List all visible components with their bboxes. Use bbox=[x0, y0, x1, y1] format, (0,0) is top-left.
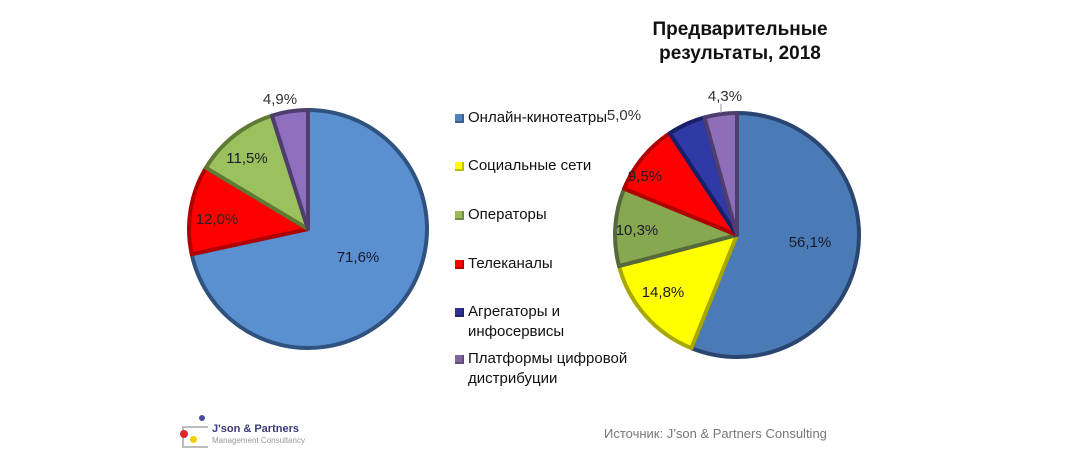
logo-red-dot-icon bbox=[180, 430, 188, 438]
legend-swatch-icon bbox=[455, 260, 464, 269]
legend-item-tv-channels: Телеканалы bbox=[455, 254, 553, 274]
legend-swatch-icon bbox=[455, 114, 464, 123]
slice-label: 10,3% bbox=[616, 222, 659, 239]
pie-slice bbox=[269, 108, 310, 231]
pie-slice bbox=[617, 233, 739, 351]
company-logo: J'son & Partners Management Consultancy bbox=[176, 414, 376, 450]
source-note: Источник: J’son & Partners Consulting bbox=[604, 426, 827, 441]
slice-label: 9,5% bbox=[628, 168, 662, 185]
pie-slice bbox=[203, 113, 310, 231]
slice-label: 71,6% bbox=[337, 249, 380, 266]
pie-slice bbox=[187, 165, 310, 257]
legend-item-operators: Операторы bbox=[455, 205, 547, 225]
pie-slice bbox=[702, 111, 739, 237]
slice-label: 5,0% bbox=[607, 107, 641, 124]
slice-label: 4,9% bbox=[263, 91, 297, 108]
logo-subtitle: Management Consultancy bbox=[212, 436, 305, 445]
slice-label: 11,5% bbox=[226, 150, 267, 167]
logo-blue-dot-icon bbox=[199, 415, 205, 421]
slice-label: 14,8% bbox=[642, 284, 685, 301]
pie-slice bbox=[689, 111, 861, 359]
pie-chart-2017: 71,6% 12,0% 11,5% 4,9% bbox=[187, 91, 429, 350]
legend-swatch-icon bbox=[455, 211, 464, 220]
logo-yellow-dot-icon bbox=[190, 436, 197, 443]
legend-item-online-cinemas: Онлайн-кинотеатры bbox=[455, 108, 607, 128]
pie-chart-2018: 56,1% 14,8% 10,3% 9,5% 5,0% 4,3% bbox=[607, 88, 861, 359]
slice-label: 4,3% bbox=[708, 88, 742, 105]
legend-swatch-icon bbox=[455, 162, 464, 171]
chart-title: Предварительные результаты, 2018 bbox=[652, 19, 828, 64]
legend-item-digital-platforms: Платформы цифровой дистрибуции bbox=[455, 349, 627, 389]
legend-swatch-icon bbox=[455, 308, 464, 317]
legend-item-social-networks: Социальные сети bbox=[455, 156, 591, 176]
logo-name: J'son & Partners bbox=[212, 423, 299, 435]
slice-label: 12,0% bbox=[196, 211, 239, 228]
legend-swatch-icon bbox=[455, 355, 464, 364]
slice-label: 56,1% bbox=[789, 234, 832, 251]
legend-item-aggregators: Агрегаторы и инфосервисы bbox=[455, 302, 564, 342]
